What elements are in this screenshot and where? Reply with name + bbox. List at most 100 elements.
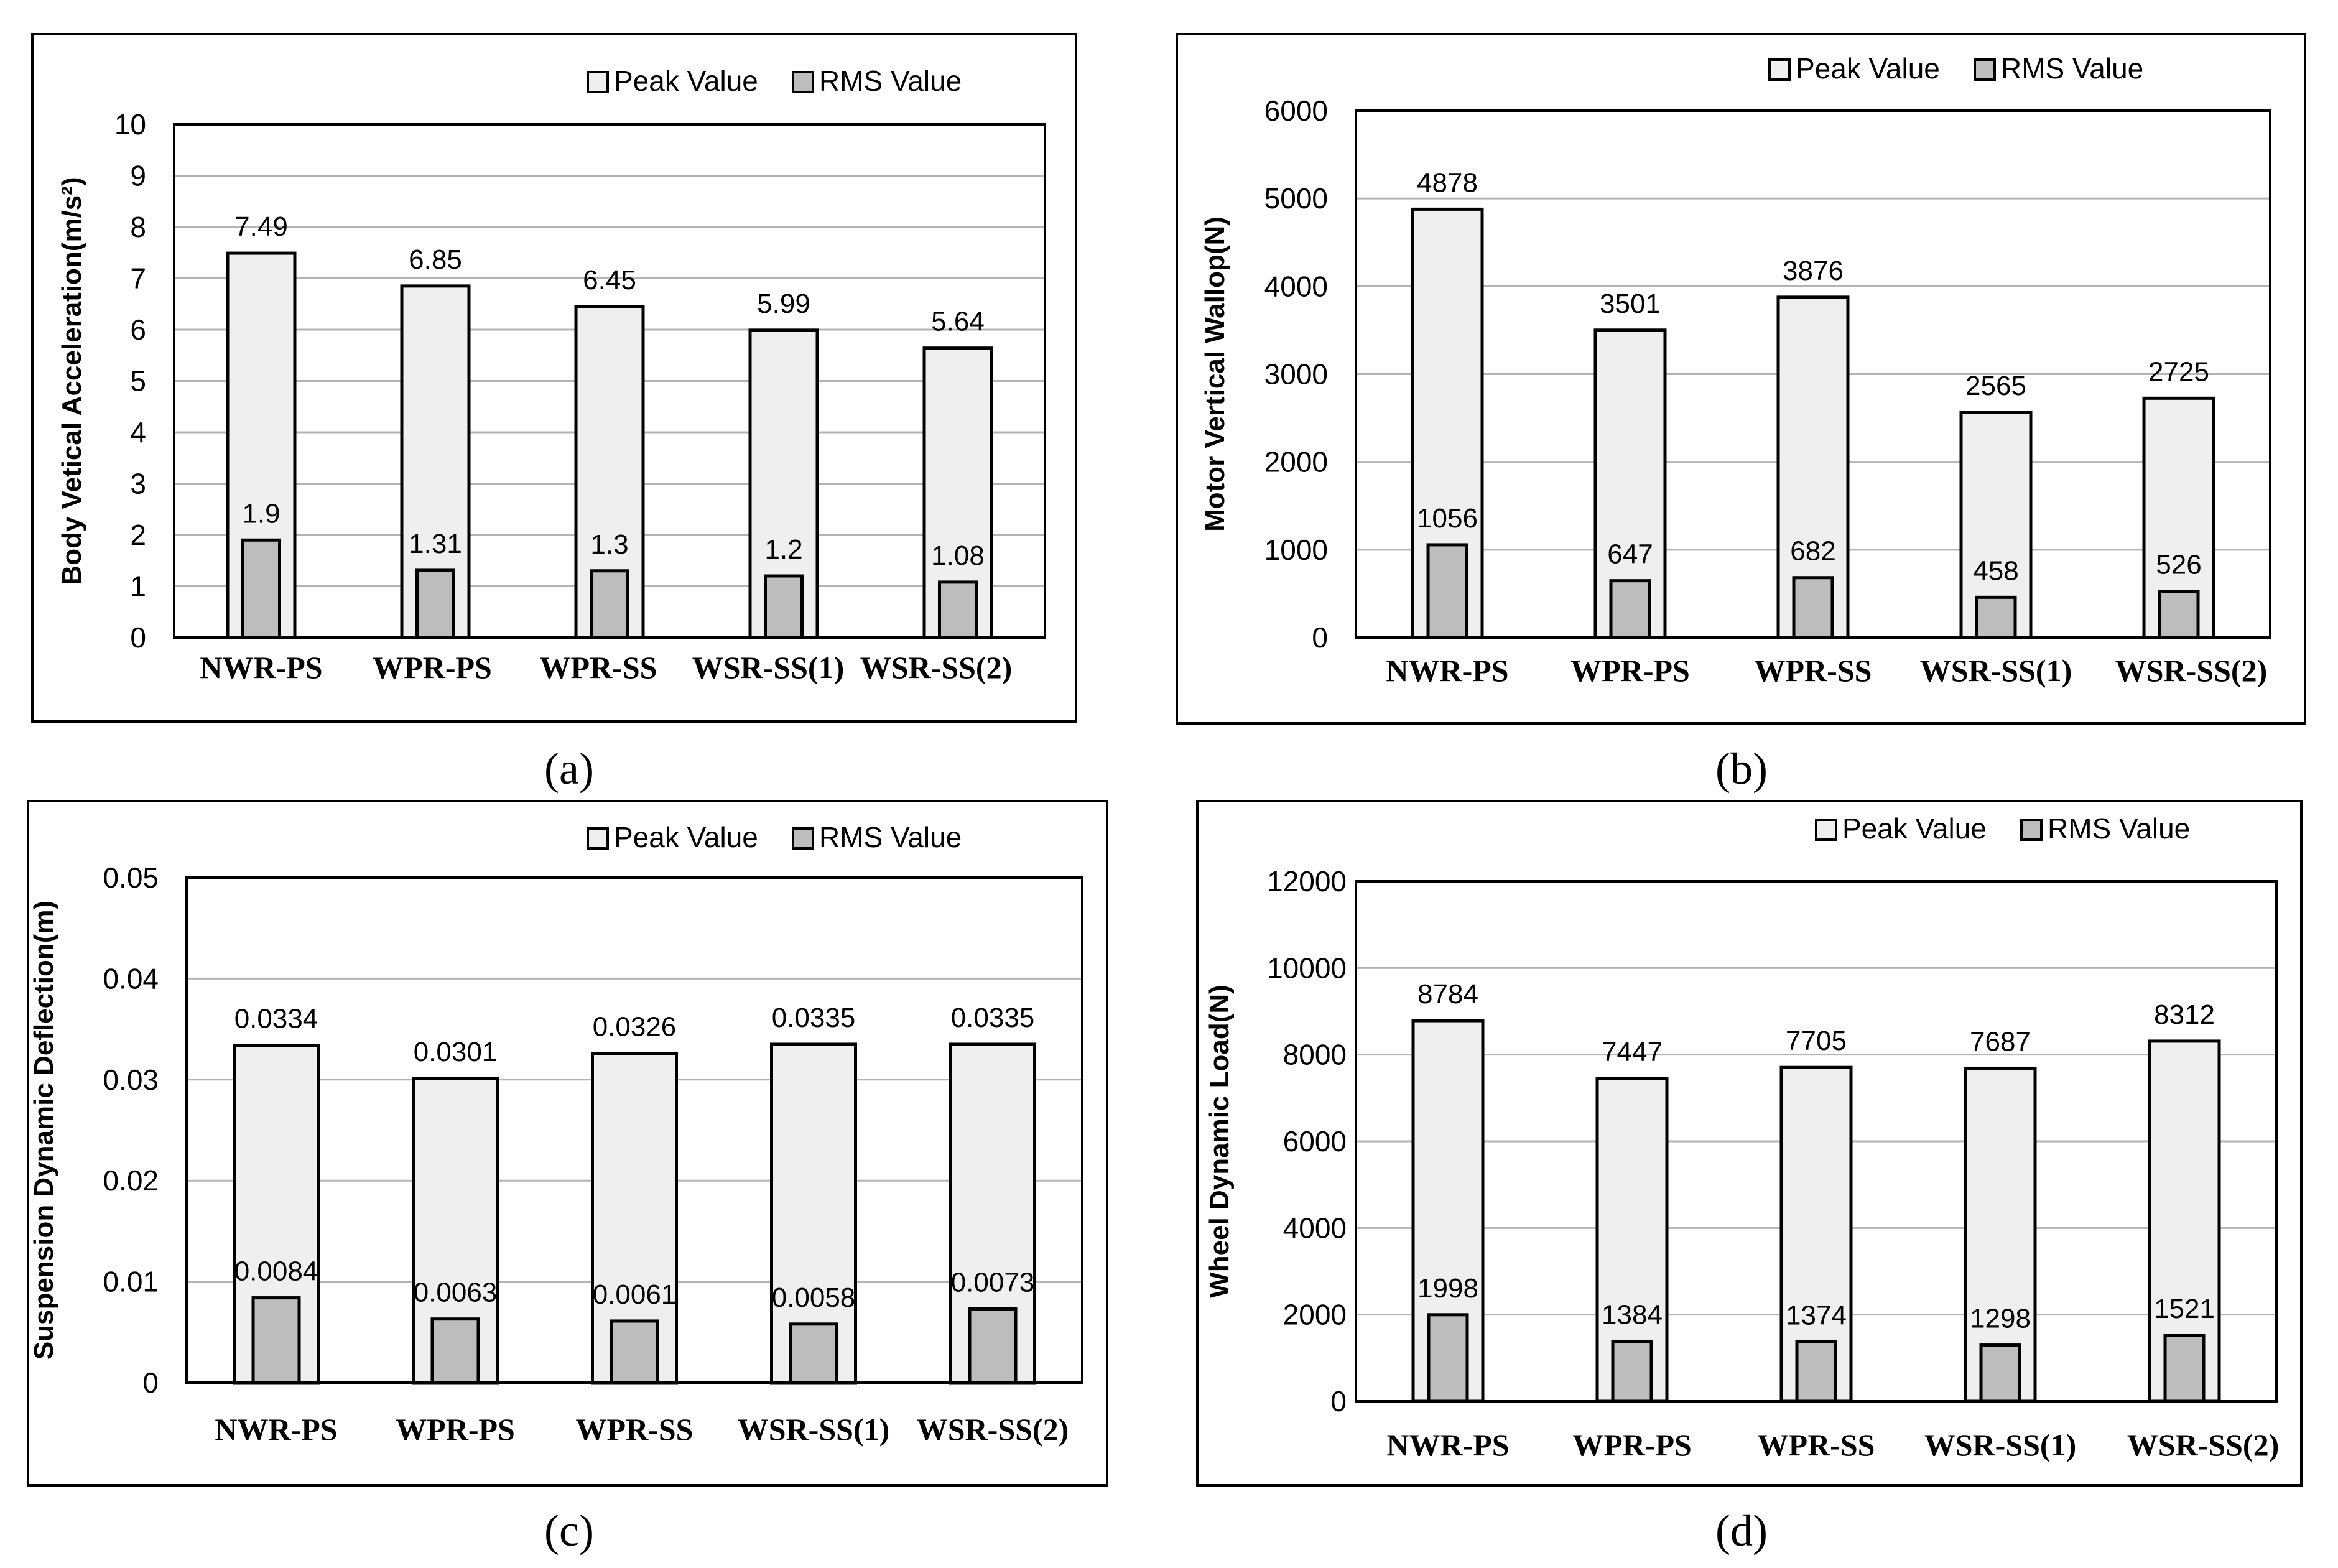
peak-value-label: 5.99 xyxy=(757,289,810,319)
y-tick-label: 0.05 xyxy=(103,861,159,894)
y-tick-label: 4 xyxy=(130,416,146,448)
peak-value-label: 7447 xyxy=(1602,1037,1663,1067)
y-tick-label: 6 xyxy=(130,313,146,346)
y-tick-label: 3 xyxy=(130,468,146,500)
legend-swatch-peak xyxy=(587,71,609,93)
rms-value-label: 682 xyxy=(1790,536,1835,567)
category-label: NWR-PS xyxy=(215,1412,337,1447)
y-tick-label: 4000 xyxy=(1283,1212,1347,1244)
panel-frame xyxy=(1196,800,2303,1487)
rms-value-bar xyxy=(764,574,804,639)
y-tick-label: 1000 xyxy=(1264,534,1328,566)
rms-value-bar xyxy=(1426,543,1468,639)
peak-value-label: 8784 xyxy=(1417,979,1478,1009)
category-label: WSR-SS(2) xyxy=(2115,653,2267,688)
peak-value-label: 0.0326 xyxy=(593,1012,677,1042)
rms-value-label: 1521 xyxy=(2154,1294,2215,1324)
category-label: WPR-PS xyxy=(1570,653,1690,688)
chart-panel-4: 0 2000 4000 6000 8000 10000 12000 Wheel Dynamic… xyxy=(1196,800,2303,1487)
category-label: WSR-SS(2) xyxy=(860,650,1012,685)
y-tick-label: 0 xyxy=(1312,621,1328,654)
peak-value-label: 0.0335 xyxy=(951,1003,1035,1033)
rms-value-bar xyxy=(1427,1313,1469,1403)
panel-frame xyxy=(1176,33,2306,725)
legend-label-rms: RMS Value xyxy=(2001,52,2143,85)
legend-label-peak: Peak Value xyxy=(1842,812,1987,845)
peak-value-label: 7705 xyxy=(1786,1026,1847,1056)
panel-frame xyxy=(31,33,1077,723)
y-tick-label: 0.02 xyxy=(103,1164,159,1197)
category-label: WPR-SS xyxy=(1755,653,1872,688)
rms-value-bar xyxy=(610,1319,659,1385)
rms-value-label: 0.0063 xyxy=(414,1278,498,1308)
y-tick-label: 0.04 xyxy=(103,962,159,995)
y-axis-label: Wheel Dynamic Load(N) xyxy=(1204,985,1235,1298)
category-label: WSR-SS(2) xyxy=(917,1412,1069,1447)
peak-value-label: 3876 xyxy=(1783,256,1844,286)
y-tick-label: 4000 xyxy=(1264,270,1328,302)
peak-value-label: 8312 xyxy=(2154,1000,2215,1030)
y-tick-label: 1 xyxy=(130,570,146,603)
rms-value-bar xyxy=(251,1296,301,1385)
y-tick-label: 9 xyxy=(130,160,146,192)
peak-value-label: 6.85 xyxy=(409,244,462,275)
rms-value-bar xyxy=(789,1322,838,1385)
panel-caption: (b) xyxy=(1715,744,1768,794)
peak-value-label: 4878 xyxy=(1417,167,1478,198)
rms-value-label: 1.31 xyxy=(409,529,462,559)
category-label: WPR-SS xyxy=(540,650,657,685)
legend-swatch-peak xyxy=(1768,58,1791,81)
peak-value-bar xyxy=(1595,1077,1669,1403)
y-tick-label: 10 xyxy=(114,108,146,141)
category-label: WSR-SS(1) xyxy=(1924,1427,2076,1462)
category-label: WPR-SS xyxy=(576,1412,694,1447)
legend-swatch-rms xyxy=(2020,819,2043,841)
y-tick-label: 2000 xyxy=(1264,446,1328,478)
rms-value-bar xyxy=(430,1317,480,1385)
rms-value-label: 526 xyxy=(2156,550,2201,580)
legend-swatch-rms xyxy=(792,827,814,850)
rms-value-bar xyxy=(1979,1343,2021,1403)
legend-label-peak: Peak Value xyxy=(1796,52,1940,85)
rms-value-label: 1384 xyxy=(1602,1300,1663,1330)
rms-value-bar xyxy=(415,568,455,639)
legend: Peak Value RMS Value xyxy=(587,821,962,853)
peak-value-label: 7687 xyxy=(1970,1026,2031,1057)
rms-value-label: 0.0084 xyxy=(234,1256,318,1287)
category-label: WSR-SS(1) xyxy=(738,1412,889,1447)
y-tick-label: 2 xyxy=(130,519,146,551)
category-label: NWR-PS xyxy=(1386,653,1508,688)
rms-value-bar xyxy=(968,1307,1018,1385)
y-axis-label: Motor Vertical Wallop(N) xyxy=(1200,216,1230,532)
legend-label-peak: Peak Value xyxy=(614,821,758,853)
y-tick-label: 0 xyxy=(142,1366,159,1399)
legend-swatch-peak xyxy=(587,827,609,850)
rms-value-bar xyxy=(2158,590,2200,639)
legend: Peak Value RMS Value xyxy=(1768,52,2143,85)
category-label: WPR-PS xyxy=(396,1412,515,1447)
legend-swatch-peak xyxy=(1815,819,1837,841)
rms-value-bar xyxy=(2163,1334,2206,1403)
rms-value-bar xyxy=(1611,1340,1653,1403)
y-tick-label: 7 xyxy=(130,262,146,295)
peak-value-label: 2725 xyxy=(2148,356,2209,387)
rms-value-label: 1.2 xyxy=(764,534,802,565)
rms-value-label: 0.0073 xyxy=(951,1267,1035,1297)
rms-value-label: 1.3 xyxy=(590,529,628,560)
category-label: WSR-SS(2) xyxy=(2127,1427,2279,1462)
y-tick-label: 5 xyxy=(130,365,146,397)
rms-value-label: 647 xyxy=(1607,539,1653,570)
peak-value-label: 0.0301 xyxy=(414,1037,498,1067)
y-tick-label: 3000 xyxy=(1264,358,1328,391)
peak-value-label: 3501 xyxy=(1600,289,1661,319)
rms-value-label: 1998 xyxy=(1417,1273,1478,1304)
rms-value-bar xyxy=(1609,579,1651,639)
chart-panel-2: 0 1000 2000 3000 4000 5000 6000 Motor Vertical … xyxy=(1176,33,2306,725)
y-tick-label: 6000 xyxy=(1283,1125,1347,1157)
category-label: NWR-PS xyxy=(200,650,322,685)
y-tick-label: 0.01 xyxy=(103,1266,159,1298)
peak-value-label: 6.45 xyxy=(583,265,636,295)
rms-value-label: 1056 xyxy=(1417,503,1478,534)
y-tick-label: 0 xyxy=(130,621,146,654)
